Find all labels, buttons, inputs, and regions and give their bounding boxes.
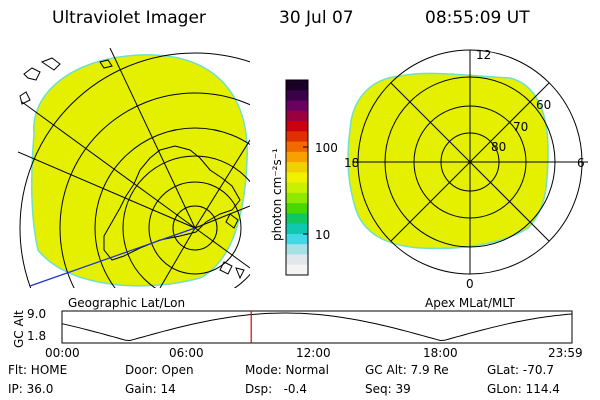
glat-status: GLat: -70.7 <box>487 363 554 377</box>
colorbar-swatch <box>286 141 308 153</box>
colorbar-swatch <box>286 172 308 184</box>
altitude-curve <box>61 312 573 342</box>
colorbar-tick-10: 10 <box>315 228 331 242</box>
mlt-lines <box>352 50 588 274</box>
colorbar-swatch <box>286 213 308 225</box>
colorbar-swatch <box>286 80 308 91</box>
colorbar-swatch <box>286 254 308 266</box>
latitude-circles <box>19 52 250 288</box>
colorbar-swatch <box>286 90 308 102</box>
colorbar-swatch <box>286 264 308 276</box>
magnetic-polar-plot <box>347 49 588 275</box>
right-map-caption: Apex MLat/MLT <box>425 296 515 310</box>
colorbar-swatch <box>286 100 308 112</box>
glon-status: GLon: 114.4 <box>487 382 560 396</box>
mlt-label-0: 0 <box>466 277 474 291</box>
colorbar-swatch <box>286 192 308 204</box>
seq-status: Seq: 39 <box>365 382 411 396</box>
altitude-xtick: 06:00 <box>169 346 204 360</box>
altitude-xtick: 12:00 <box>296 346 331 360</box>
ip-status: IP: 36.0 <box>8 382 54 396</box>
geographic-map <box>18 48 250 288</box>
right-aurora-fill <box>347 72 549 250</box>
colorbar-unit-label: photon cm⁻²s⁻¹ <box>270 148 284 241</box>
colorbar-swatch <box>286 182 308 194</box>
time-label: 08:55:09 UT <box>425 8 530 28</box>
left-map-caption: Geographic Lat/Lon <box>68 296 186 310</box>
gc-alt-status: GC Alt: 7.9 Re <box>365 363 449 377</box>
mlt-label-12: 12 <box>476 48 492 62</box>
door-status: Door: Open <box>125 363 194 377</box>
colorbar-swatch <box>286 223 308 235</box>
colorbar-frame <box>285 79 309 276</box>
altitude-ytick-low: 1.8 <box>27 329 47 343</box>
track-line <box>29 227 196 287</box>
mlat-label-80: 80 <box>491 140 507 154</box>
colorbar-swatch <box>286 151 308 163</box>
altitude-ylabel: GC Alt <box>12 310 26 348</box>
colorbar-swatch <box>286 233 308 245</box>
mode-status: Mode: Normal <box>245 363 329 377</box>
gain-status: Gain: 14 <box>125 382 176 396</box>
colorbar-swatch <box>286 121 308 132</box>
date-label: 30 Jul 07 <box>279 8 354 28</box>
mlat-label-70: 70 <box>513 120 529 134</box>
colorbar-swatch <box>286 244 308 255</box>
mlat-label-60: 60 <box>536 98 552 112</box>
colorbar <box>285 79 309 276</box>
colorbar-swatch <box>286 162 308 173</box>
colorbar-swatch <box>286 131 308 143</box>
altitude-ytick-high: 9.0 <box>27 307 47 321</box>
instrument-title: Ultraviolet Imager <box>52 8 206 28</box>
altitude-xtick: 23:59 <box>548 346 583 360</box>
flight-status: Flt: HOME <box>8 363 68 377</box>
colorbar-tick-100: 100 <box>315 141 338 155</box>
altitude-xtick: 18:00 <box>423 346 458 360</box>
dsp-status: Dsp: -0.4 <box>245 382 308 396</box>
altitude-xtick: 00:00 <box>45 346 80 360</box>
meridians <box>18 48 250 288</box>
colorbar-swatch <box>286 110 308 122</box>
altitude-plot <box>61 310 573 344</box>
mlt-label-18: 18 <box>344 156 360 170</box>
mlt-label-6: 6 <box>577 156 585 170</box>
colorbar-swatch <box>286 203 308 214</box>
